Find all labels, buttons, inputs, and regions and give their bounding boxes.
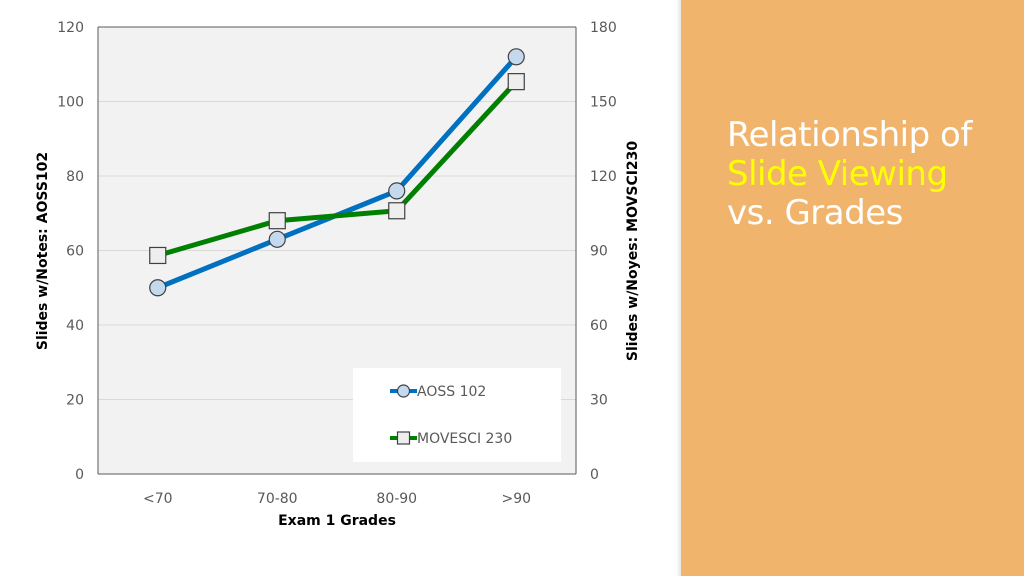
line-chart: 0 20 40 60 80 100 120 0 30 60 90 120 150 180 <70 70-8… [35,20,641,529]
title-panel: Relationship of Slide Viewing vs. Grades [681,0,1024,576]
x-tick-label: <70 [143,491,173,507]
data-point-movesci [388,202,406,220]
data-point-movesci [507,73,525,91]
legend-entry-movesci: MOVESCI 230 [390,431,512,447]
right-axis-title: Slides w/Noyes: MOVSCI230 [625,141,641,362]
series-line-movesci [155,79,519,258]
right-axis-ticks: 0 30 60 90 120 150 180 [590,20,617,483]
x-tick-label: 80-90 [376,491,417,507]
left-tick-label: 100 [57,95,84,111]
title-line-3: vs. Grades [727,193,903,233]
data-point-aoss [388,182,406,200]
left-tick-label: 80 [66,169,84,185]
left-axis-title: Slides w/Notes: AOSS102 [35,152,51,350]
right-tick-label: 90 [590,244,608,260]
left-tick-label: 60 [66,244,84,260]
data-point-aoss [507,48,525,66]
right-tick-label: 0 [590,467,599,483]
slide-title: Relationship of Slide Viewing vs. Grades [727,116,1017,233]
title-line-1: Relationship of [727,115,972,155]
series [149,48,525,297]
data-point-movesci [149,246,167,265]
left-tick-label: 20 [66,393,84,409]
legend-box [353,368,561,462]
right-tick-label: 180 [590,20,617,36]
right-tick-label: 30 [590,393,608,409]
legend-label-movesci: MOVESCI 230 [417,431,512,447]
legend-entry-aoss: AOSS 102 [390,384,486,400]
left-tick-label: 0 [75,467,84,483]
legend-label-aoss: AOSS 102 [417,384,486,400]
legend: AOSS 102 MOVESCI 230 [353,368,561,462]
legend-swatch-movesci-marker [396,431,411,445]
axes [97,26,577,475]
right-tick-label: 120 [590,169,617,185]
right-tick-label: 150 [590,95,617,111]
left-tick-label: 40 [66,318,84,334]
x-axis-title: Exam 1 Grades [278,513,396,529]
title-line-2-highlight: Slide Viewing [727,154,948,194]
x-tick-label: >90 [501,491,531,507]
left-axis-ticks: 0 20 40 60 80 100 120 [57,20,84,483]
x-tick-label: 70-80 [257,491,298,507]
data-point-aoss [149,279,167,297]
legend-swatch-aoss-marker [396,384,411,398]
panel-shadow [676,0,682,576]
data-point-movesci [268,212,286,230]
right-tick-label: 60 [590,318,608,334]
left-tick-label: 120 [57,20,84,36]
data-point-aoss [268,230,286,248]
x-axis-ticks: <70 70-80 80-90 >90 [143,491,531,507]
